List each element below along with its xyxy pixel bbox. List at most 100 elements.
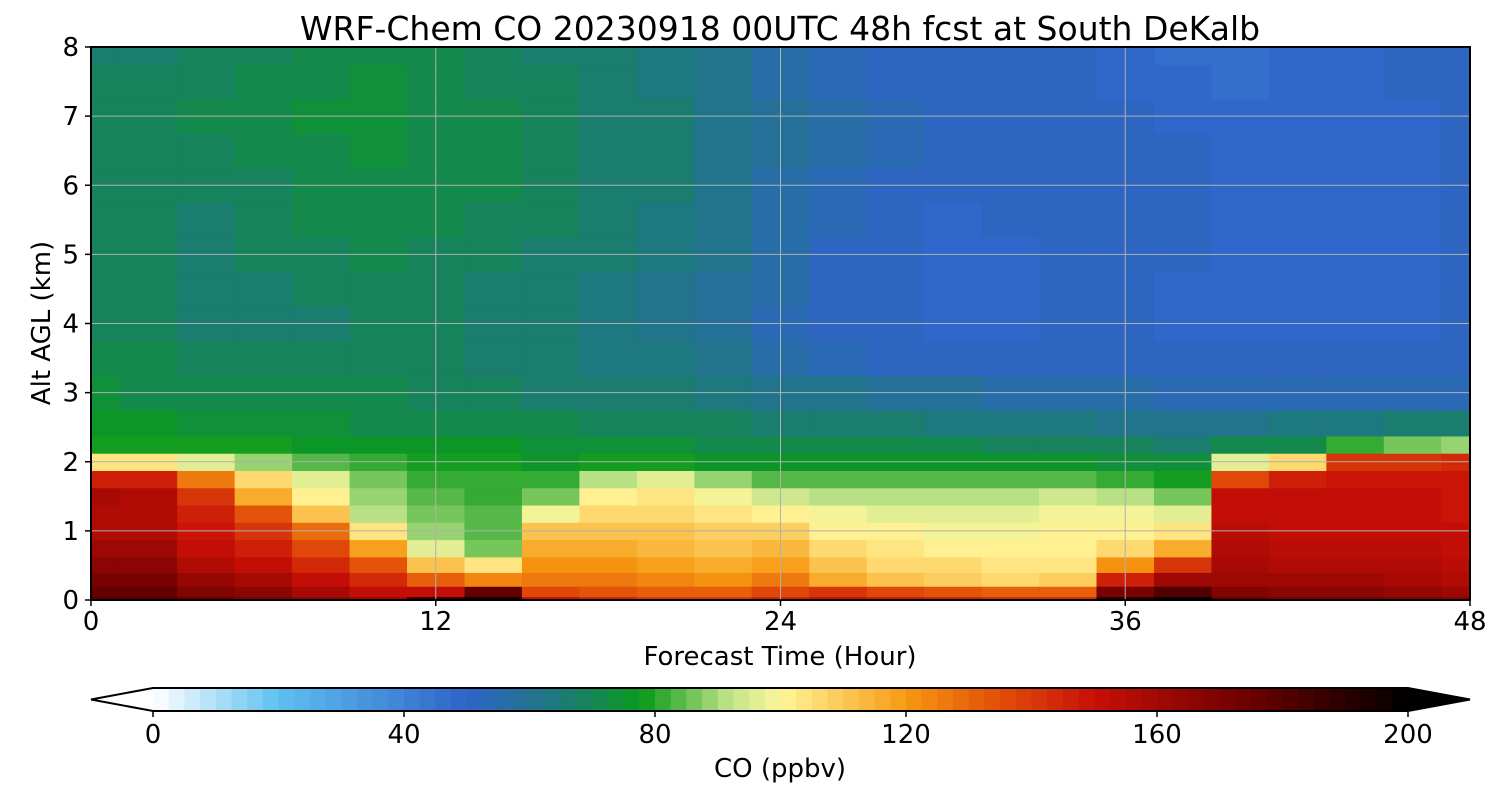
heatmap-cell	[981, 487, 1040, 506]
colorbar-swatch	[937, 688, 954, 711]
heatmap-cell	[1268, 470, 1327, 489]
heatmap-cell	[521, 487, 580, 506]
heatmap-cell	[694, 586, 753, 598]
heatmap-cell	[1211, 409, 1270, 437]
heatmap-cell	[1039, 556, 1098, 573]
heatmap-cell	[579, 271, 638, 307]
y-tick-label: 0	[62, 586, 79, 616]
heatmap-cell	[1268, 572, 1327, 587]
heatmap-cell	[579, 64, 638, 100]
heatmap-cell	[464, 340, 523, 376]
heatmap-cell	[1441, 202, 1471, 238]
heatmap-cell	[91, 47, 121, 65]
colorbar-tick-label: 40	[387, 720, 420, 750]
heatmap-cell	[1383, 470, 1442, 489]
heatmap-cell	[1039, 47, 1098, 65]
colorbar-swatch	[498, 688, 515, 711]
heatmap-cell	[1383, 487, 1442, 506]
heatmap-cell	[981, 596, 1040, 601]
heatmap-cell	[809, 504, 868, 523]
heatmap-cell	[866, 202, 925, 238]
x-tick-label: 0	[83, 607, 100, 637]
heatmap-cell	[292, 409, 351, 437]
heatmap-cell	[234, 504, 293, 523]
colorbar-swatch	[215, 688, 232, 711]
heatmap-cell	[177, 340, 236, 376]
x-tick-label: 48	[1453, 607, 1486, 637]
heatmap-cell	[579, 504, 638, 523]
heatmap-cell	[91, 409, 121, 437]
heatmap-cell	[234, 556, 293, 573]
heatmap-cell	[177, 504, 236, 523]
heatmap-cell	[1383, 504, 1442, 523]
heatmap-cell	[349, 409, 408, 437]
heatmap-cell	[981, 572, 1040, 587]
colorbar-swatch	[1345, 688, 1362, 711]
heatmap-cell	[521, 504, 580, 523]
heatmap-cell	[809, 271, 868, 307]
heatmap-cell	[636, 487, 695, 506]
heatmap-cell	[1153, 596, 1213, 601]
heatmap-cell	[866, 470, 925, 489]
heatmap-cell	[636, 504, 695, 523]
heatmap-cell	[349, 556, 408, 573]
heatmap-cell	[1326, 409, 1385, 437]
heatmap-cell	[866, 271, 925, 307]
heatmap-cell	[1441, 487, 1471, 506]
x-axis-label: Forecast Time (Hour)	[643, 642, 916, 672]
heatmap-cell	[1268, 596, 1327, 601]
heatmap-cell	[91, 470, 121, 489]
heatmap-cell	[464, 572, 523, 587]
colorbar-swatch	[1251, 688, 1268, 711]
heatmap-cell	[349, 504, 408, 523]
heatmap-cell	[809, 409, 868, 437]
heatmap-cell	[924, 409, 983, 437]
heatmap-cell	[1326, 487, 1385, 506]
heatmap-cell	[521, 435, 580, 454]
heatmap-cell	[177, 556, 236, 573]
heatmap-cell	[521, 596, 580, 601]
heatmap-cell	[694, 487, 753, 506]
heatmap-cell	[521, 64, 580, 100]
heatmap-cell	[1153, 487, 1213, 506]
heatmap-cell	[924, 539, 983, 558]
heatmap-cell	[91, 435, 121, 454]
heatmap-cell	[464, 504, 523, 523]
heatmap-cell	[1383, 556, 1442, 573]
heatmap-cell	[636, 586, 695, 598]
heatmap-cell	[464, 487, 523, 506]
heatmap-cell	[1039, 487, 1098, 506]
heatmap-cell	[177, 572, 236, 587]
colorbar-swatch	[1392, 688, 1409, 711]
heatmap-cell	[1211, 470, 1270, 489]
heatmap-cell	[234, 340, 293, 376]
colorbar-swatch	[1219, 688, 1236, 711]
heatmap-cell	[349, 47, 408, 65]
heatmap-cell	[119, 435, 178, 454]
heatmap-cell	[981, 133, 1040, 169]
colorbar-swatch	[1062, 688, 1080, 711]
heatmap-cell	[694, 340, 753, 376]
x-tick-label: 12	[419, 607, 452, 637]
heatmap-cell	[464, 556, 523, 573]
heatmap-cell	[694, 271, 753, 307]
heatmap-cell	[1268, 487, 1327, 506]
heatmap-cell	[636, 572, 695, 587]
heatmap-cell	[1326, 556, 1385, 573]
heatmap-cell	[1153, 340, 1213, 376]
heatmap-cell	[349, 470, 408, 489]
heatmap-cell	[1441, 47, 1471, 65]
y-axis-label: Alt AGL (km)	[27, 241, 57, 405]
colorbar-tick-label: 160	[1132, 720, 1182, 750]
x-axis: 0 12 24 36 48	[83, 600, 1487, 637]
heatmap-cell	[521, 470, 580, 489]
heatmap-cell	[91, 504, 121, 523]
colorbar-swatch	[1015, 688, 1032, 711]
colorbar-swatch	[953, 688, 970, 711]
heatmap-cell	[91, 556, 121, 573]
heatmap-cell	[234, 133, 293, 169]
heatmap-cell	[579, 340, 638, 376]
heatmap-cell	[1441, 504, 1471, 523]
colorbar-swatch	[1157, 688, 1174, 711]
heatmap-cell	[694, 133, 753, 169]
